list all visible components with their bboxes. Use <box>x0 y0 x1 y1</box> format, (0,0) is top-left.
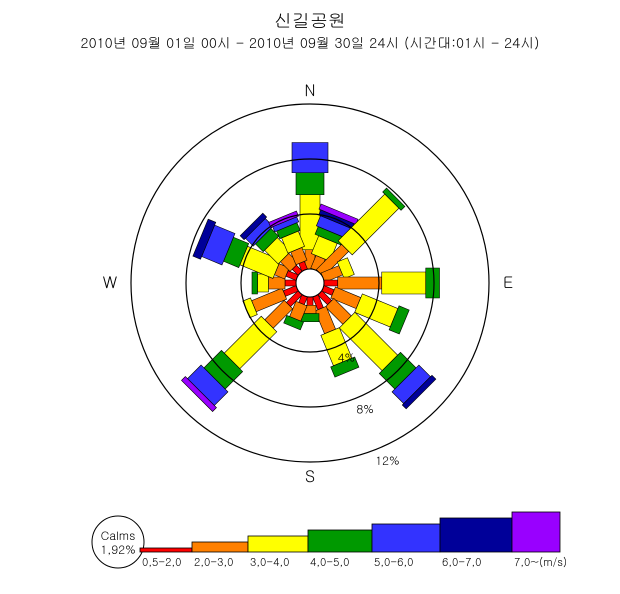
wind-sector-segment <box>382 272 426 294</box>
legend-bin <box>248 536 308 552</box>
chart-title: 신길공원 <box>0 8 620 33</box>
calm-center <box>296 269 324 297</box>
legend-bin-label: 7,0~(m/s) <box>514 555 567 570</box>
wind-sector-segment <box>292 143 328 173</box>
legend-bin-label: 3,0-4,0 <box>250 555 290 570</box>
legend-bin-label: 2,0-3,0 <box>194 555 234 570</box>
legend-bin-label: 6,0-7,0 <box>442 555 482 570</box>
ring-label: 12% <box>375 452 399 469</box>
wind-sector-segment <box>285 280 296 286</box>
wind-sector-segment <box>301 314 319 322</box>
ring-label: 4% <box>338 349 355 366</box>
legend-bin <box>372 524 440 552</box>
wind-sector-segment <box>258 274 269 292</box>
legend-bin-label: 4,0-5,0 <box>310 555 350 570</box>
compass-label-w: W <box>103 270 117 293</box>
wind-sector-segment <box>307 297 313 305</box>
legend-bin <box>140 548 192 552</box>
compass-label-s: S <box>305 464 315 487</box>
legend-bin-label: 0,5-2,0 <box>142 555 182 570</box>
legend-bin <box>512 512 560 552</box>
wind-sector-segment <box>269 277 286 289</box>
wind-sector-segment <box>296 173 324 195</box>
legend-bin <box>440 518 512 552</box>
legend-bin <box>192 542 248 552</box>
wind-sector-segment <box>426 268 440 298</box>
wind-sector-segment <box>252 272 258 294</box>
compass-label-n: N <box>304 78 315 101</box>
compass-label-e: E <box>503 270 513 293</box>
wind-sector-segment <box>338 277 382 289</box>
legend-bin <box>308 530 372 552</box>
wind-rose-plot: 4% 8% 12% N E S W <box>0 48 620 498</box>
legend-bin-label: 5,0-6,0 <box>374 555 414 570</box>
calms-value: 1,92% <box>100 541 135 558</box>
wind-sector-segment <box>324 280 338 286</box>
ring-label: 8% <box>356 401 373 418</box>
speed-legend: Calms1,92%0,5-2,02,0-3,03,0-4,04,0-5,05,… <box>0 498 620 588</box>
